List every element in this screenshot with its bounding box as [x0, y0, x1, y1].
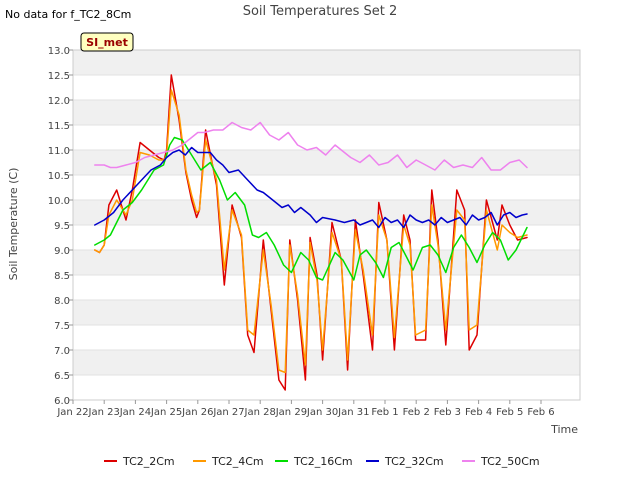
x-tick-label: Jan 23	[88, 407, 120, 418]
series-line-tc2-16cm	[94, 136, 528, 281]
x-tick-label: Jan 31	[337, 407, 369, 418]
x-tick-label: Feb 3	[434, 407, 461, 418]
background-band	[73, 200, 580, 225]
y-tick-label: 11.0	[48, 146, 70, 157]
x-tick-label: Feb 5	[496, 407, 523, 418]
x-tick-label: Jan 28	[244, 407, 276, 418]
legend-label: TC2_32Cm	[384, 455, 444, 468]
y-tick-label: 8.5	[54, 271, 70, 282]
x-tick-label: Jan 22	[56, 407, 88, 418]
site-badge: SI_met	[80, 32, 134, 52]
y-tick-label: 11.5	[48, 121, 70, 132]
background-band	[73, 100, 580, 125]
legend-label: TC2_4Cm	[211, 455, 264, 468]
x-tick-label: Feb 6	[527, 407, 554, 418]
y-tick-label: 7.5	[54, 321, 70, 332]
series-line-tc2-50cm	[94, 121, 528, 171]
background-band	[73, 50, 580, 75]
y-tick-label: 7.0	[54, 346, 70, 357]
site-badge-label: SI_met	[86, 36, 128, 49]
y-tick-label: 10.0	[48, 196, 70, 207]
x-axis: Jan 22 Jan 23 Jan 24 Jan 25 Jan 26 Jan 27 Jan …	[56, 400, 555, 418]
x-axis-label: Time	[550, 423, 578, 436]
chart-title: Soil Temperatures Set 2	[243, 4, 398, 19]
legend-label: TC2_2Cm	[122, 455, 175, 468]
y-tick-label: 12.0	[48, 96, 70, 107]
y-axis-label: Soil Temperature (C)	[7, 168, 20, 281]
legend-label: TC2_50Cm	[480, 455, 540, 468]
x-tick-label: Jan 29	[275, 407, 307, 418]
y-tick-label: 8.0	[54, 296, 70, 307]
x-tick-label: Jan 27	[212, 407, 244, 418]
series-layer	[94, 74, 528, 391]
x-tick-label: Jan 24	[119, 407, 151, 418]
x-tick-label: Jan 30	[306, 407, 338, 418]
x-tick-label: Jan 25	[150, 407, 182, 418]
background-band	[73, 350, 580, 375]
y-tick-label: 9.5	[54, 221, 70, 232]
site-badge-box	[80, 32, 134, 52]
y-tick-label: 12.5	[48, 71, 70, 82]
y-tick-label: 6.0	[54, 396, 70, 407]
series-line-tc2-32cm	[94, 146, 528, 229]
y-tick-label: 6.5	[54, 371, 70, 382]
y-tick-label: 10.5	[48, 171, 70, 182]
legend: TC2_2Cm TC2_4Cm TC2_16Cm TC2_32Cm TC2_50Cm	[104, 455, 540, 468]
y-tick-label: 13.0	[48, 46, 70, 57]
x-tick-label: Feb 4	[465, 407, 492, 418]
y-tick-label: 9.0	[54, 246, 70, 257]
legend-label: TC2_16Cm	[293, 455, 353, 468]
nodata-note: No data for f_TC2_8Cm	[5, 8, 131, 21]
x-tick-label: Feb 2	[403, 407, 430, 418]
x-tick-label: Jan 26	[181, 407, 213, 418]
y-axis: 6.0 6.5 7.0 7.5 8.0 8.5 9.0 9.5 10.0 10.5 11.0 11.5…	[48, 46, 73, 407]
x-tick-label: Feb 1	[371, 407, 398, 418]
